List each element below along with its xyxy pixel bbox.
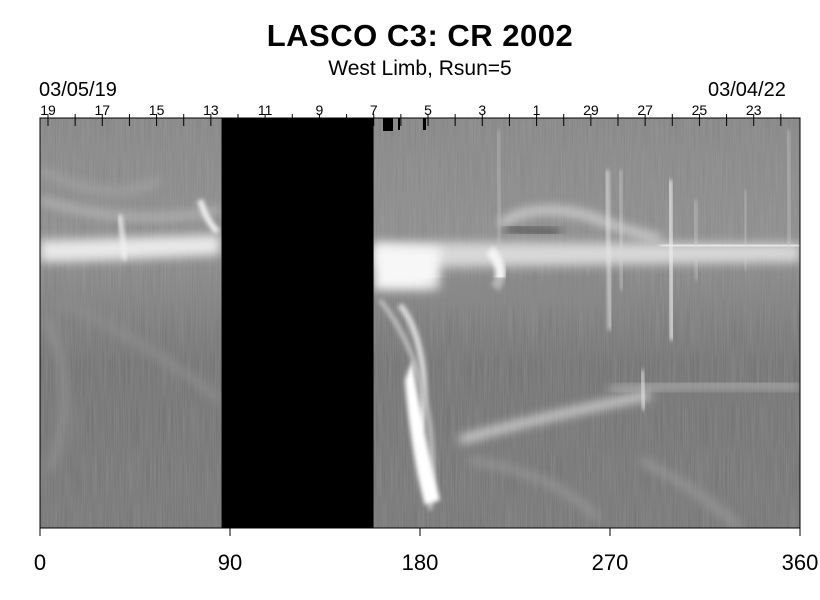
synoptic-map-image bbox=[40, 118, 800, 528]
day-label: 27 bbox=[637, 102, 653, 118]
day-label: 17 bbox=[94, 102, 110, 118]
day-label: 5 bbox=[424, 102, 432, 118]
day-label: 23 bbox=[746, 102, 762, 118]
day-label: 19 bbox=[40, 102, 56, 118]
end-date-label: 03/04/22 bbox=[708, 79, 786, 101]
degree-axis: 0 90 180 270 360 bbox=[34, 528, 818, 575]
day-label: 11 bbox=[258, 102, 273, 118]
day-label: 7 bbox=[370, 102, 378, 118]
day-label: 3 bbox=[478, 102, 486, 118]
degree-tick-label: 270 bbox=[592, 550, 629, 575]
degree-tick-label: 360 bbox=[782, 550, 819, 575]
day-label: 1 bbox=[533, 102, 541, 118]
degree-tick-label: 180 bbox=[402, 550, 439, 575]
day-label: 15 bbox=[149, 102, 165, 118]
degree-tick-label: 90 bbox=[218, 550, 242, 575]
data-gap-block bbox=[221, 118, 374, 528]
degree-tick-label: 0 bbox=[34, 550, 46, 575]
plot-frame bbox=[39, 117, 801, 529]
chart-title: LASCO C3: CR 2002 bbox=[266, 18, 574, 53]
chart-subtitle: West Limb, Rsun=5 bbox=[328, 57, 512, 80]
top-edge-markers bbox=[383, 118, 426, 131]
day-label: 29 bbox=[583, 102, 599, 118]
day-label: 25 bbox=[692, 102, 708, 118]
day-label: 9 bbox=[316, 102, 324, 118]
day-label: 13 bbox=[203, 102, 219, 118]
start-date-label: 03/05/19 bbox=[39, 79, 117, 101]
